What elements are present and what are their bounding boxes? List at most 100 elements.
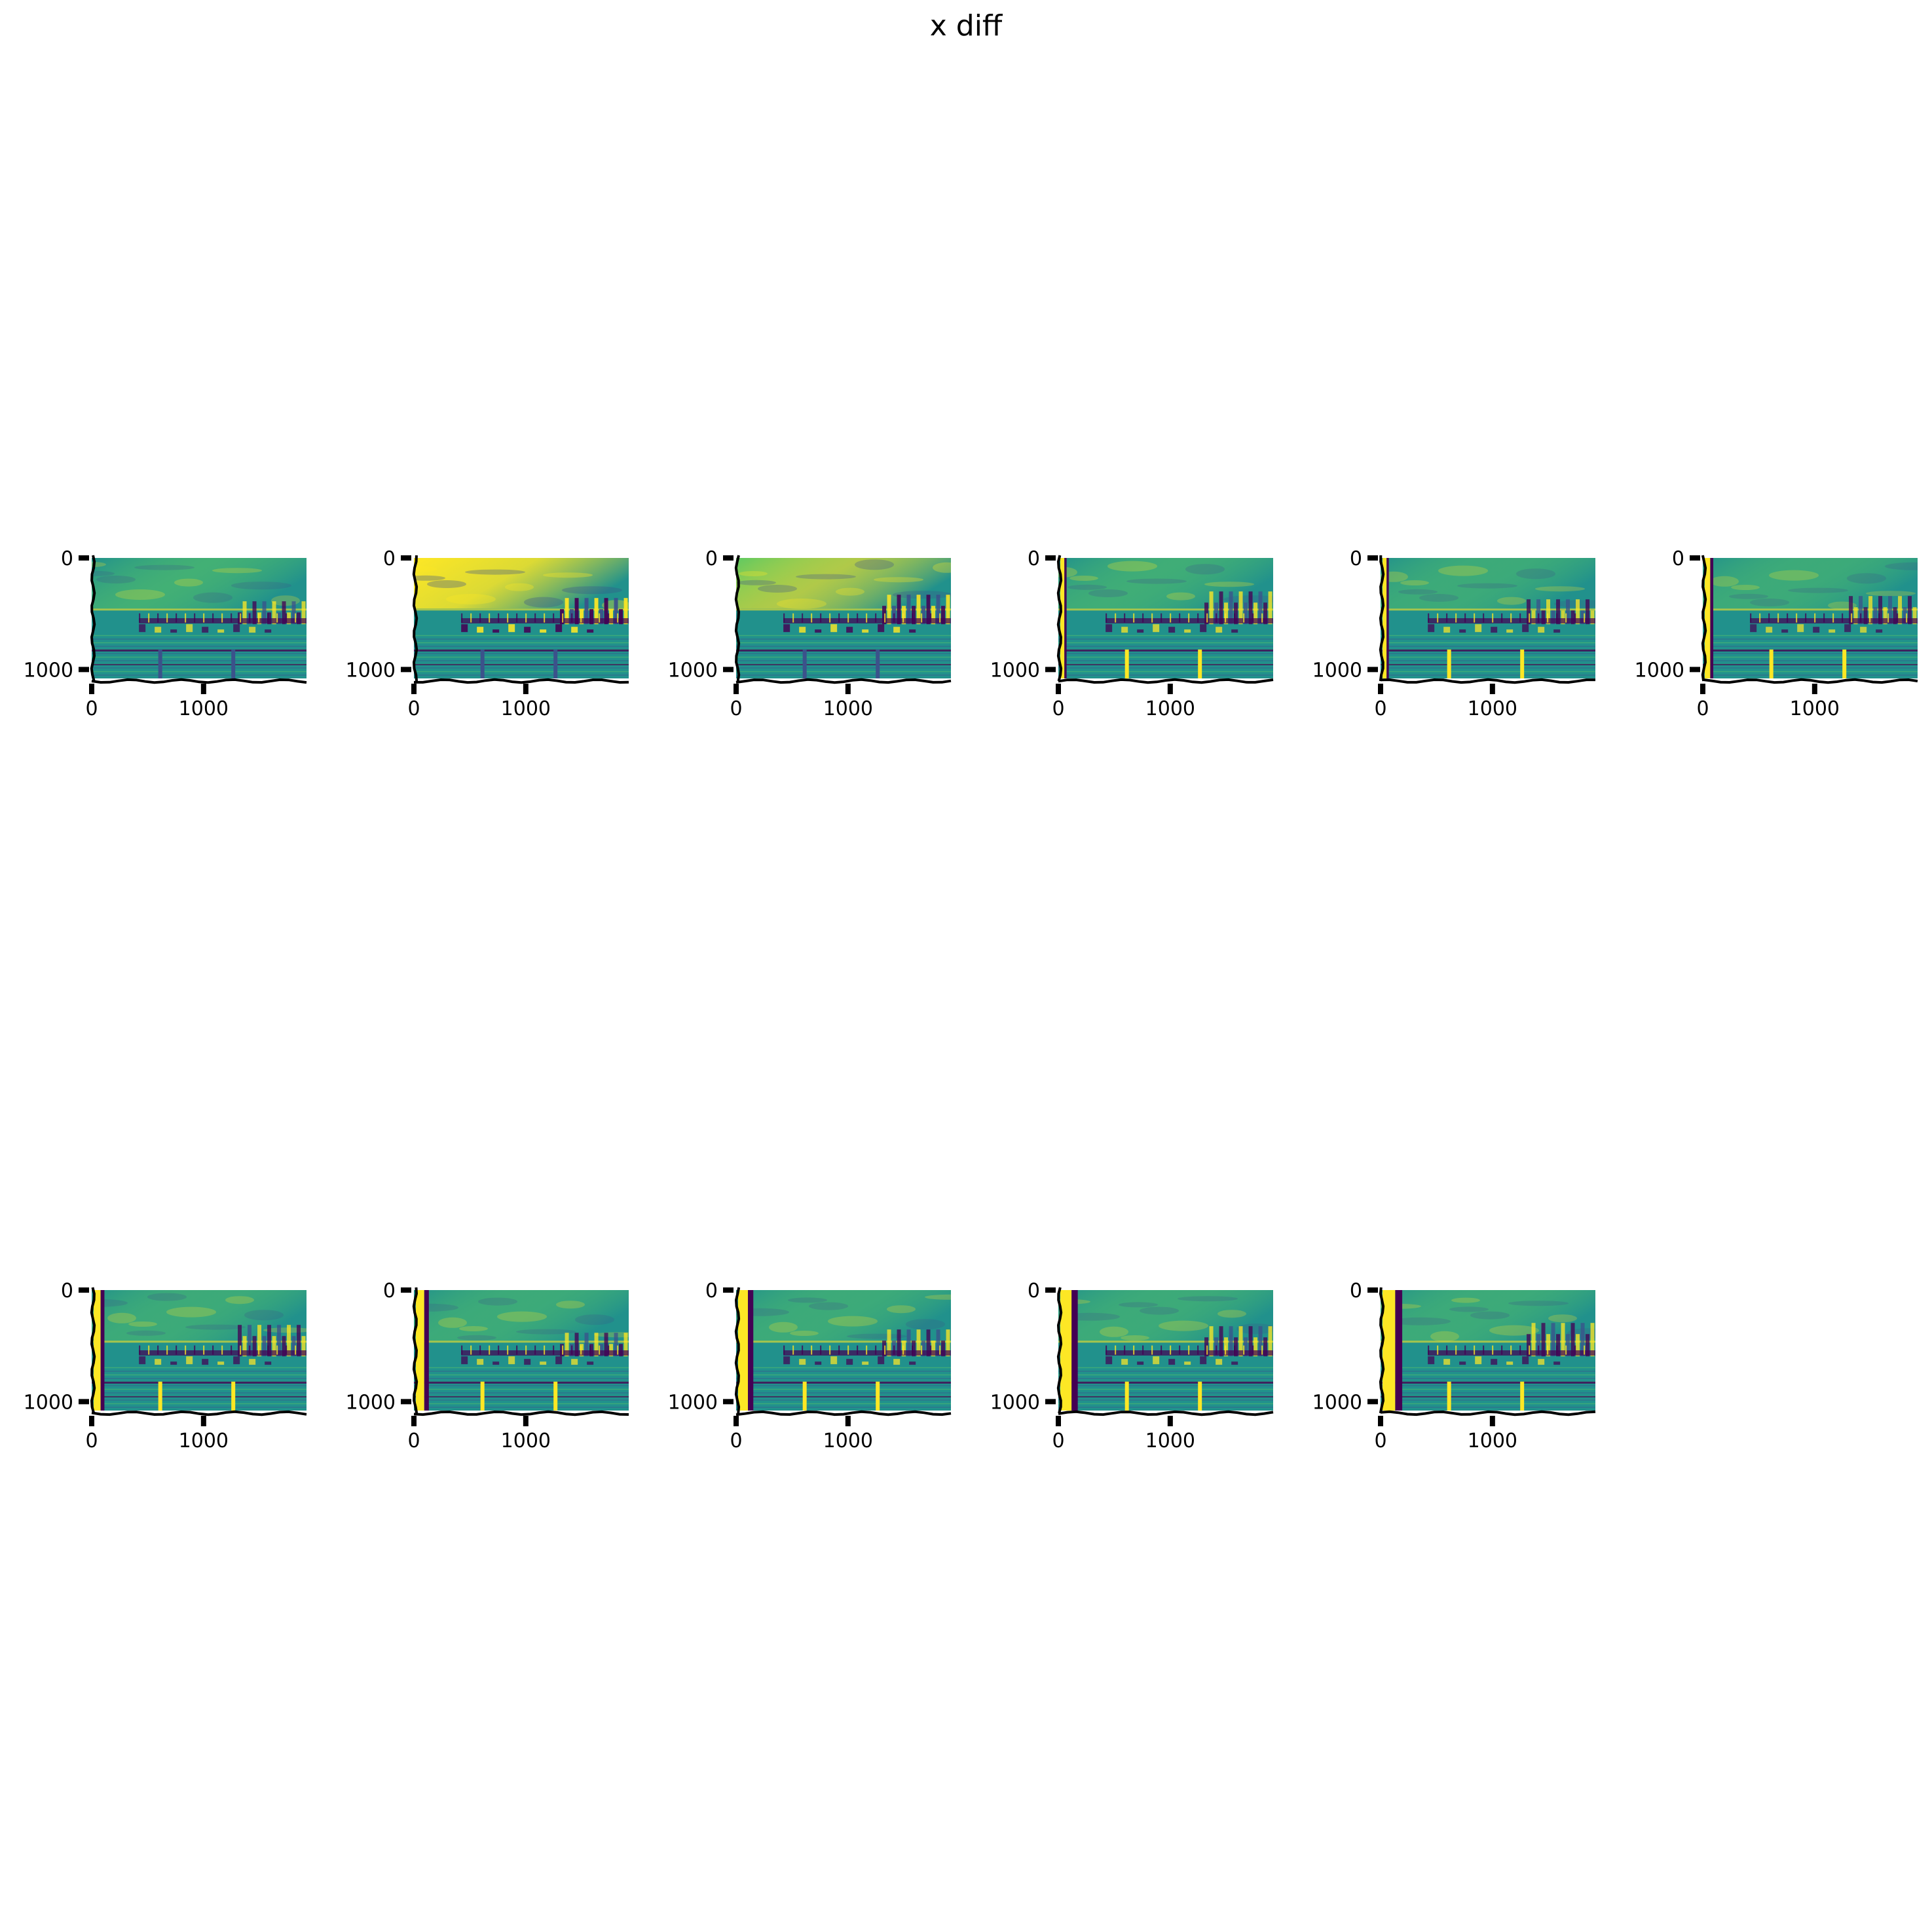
skyline-block [946, 595, 950, 625]
water-ripple [1703, 675, 1918, 676]
bridge-truss [1252, 613, 1254, 623]
edge-band-bright [738, 1290, 748, 1411]
cloud-streak [1516, 568, 1555, 580]
cloud-streak [543, 572, 593, 578]
bridge-truss [544, 1345, 546, 1355]
y-tick-mark [79, 555, 89, 561]
water-ripple [1703, 638, 1918, 640]
edge-band-dark [1395, 1290, 1403, 1411]
bridge-truss [1464, 1345, 1466, 1355]
skyline-block [287, 1325, 291, 1357]
cloud-streak [893, 591, 951, 599]
railing-post [1520, 1381, 1525, 1411]
water-ripple [1381, 638, 1595, 640]
skyline-block [301, 1336, 306, 1357]
railing-bar [736, 649, 951, 652]
bridge-truss [866, 1345, 868, 1355]
edge-band-bright [1060, 558, 1065, 678]
x-tick-mark [89, 684, 94, 694]
harbour-detail [1121, 627, 1128, 635]
y-axis-spine [1379, 555, 1385, 682]
railing-bar [1381, 1381, 1595, 1384]
cloud-streak [1217, 1310, 1246, 1318]
bridge-truss [1483, 1345, 1485, 1355]
cloud-streak [1885, 562, 1918, 570]
bridge-truss [1750, 613, 1752, 623]
bridge-truss [1501, 1345, 1503, 1355]
cloud-streak [1107, 561, 1157, 572]
horizon-line [414, 608, 629, 611]
skyline-block [1863, 607, 1868, 625]
water-ripple [414, 1385, 629, 1386]
bridge-truss [1428, 613, 1430, 623]
cloud-streak [438, 1317, 467, 1328]
harbour-detail [1200, 624, 1207, 633]
x-tick-label: 0 [1374, 1430, 1386, 1452]
bridge-truss [1225, 613, 1227, 623]
cloud-streak [147, 1293, 187, 1301]
cloud-streak [174, 578, 203, 587]
bridge-truss [1584, 613, 1586, 623]
bridge-truss [783, 613, 785, 623]
harbour-detail [1522, 1356, 1529, 1365]
cloud-streak [925, 1294, 951, 1300]
skyline-block [1556, 1334, 1561, 1357]
cloud-streak [1535, 586, 1585, 592]
cloud-streak [96, 576, 136, 583]
railing-bar [1381, 649, 1595, 652]
water-ripple [1381, 656, 1595, 658]
y-tick-label: 1000 [990, 1391, 1040, 1414]
x-tick-label: 0 [1052, 697, 1064, 720]
water-ripple [736, 1403, 951, 1405]
railing-bar [1381, 1395, 1595, 1397]
x-tick-mark [845, 684, 851, 694]
bridge-truss [571, 1345, 573, 1355]
cloud-streak [1769, 570, 1819, 581]
bridge-truss [1133, 1345, 1135, 1355]
bridge-truss [1777, 613, 1779, 623]
water-ripple [414, 642, 629, 644]
cloud-streak [1119, 1302, 1158, 1308]
cloud-streak [906, 1319, 945, 1330]
bridge-truss [1170, 1345, 1172, 1355]
cloud-streak [1068, 584, 1107, 590]
bridge-truss [1501, 613, 1503, 623]
water-ripple [1381, 1385, 1595, 1386]
skyline-block [926, 1329, 931, 1357]
bridge-truss [507, 613, 509, 623]
cloud-streak [497, 1311, 547, 1322]
skyline-block [1566, 1334, 1570, 1357]
horizon-line [1703, 608, 1918, 611]
skyline-block [1209, 591, 1214, 625]
bridge-truss [792, 613, 794, 623]
harbour-detail [555, 1356, 563, 1365]
water-ripple [92, 635, 307, 637]
edge-band-bright [1705, 558, 1711, 678]
harbour-detail [1750, 624, 1757, 633]
cloud-streak [737, 580, 776, 585]
water-ripple [1381, 671, 1595, 673]
water-ripple [1058, 1385, 1273, 1386]
image-1 [414, 558, 629, 678]
x-tick-label: 1000 [1468, 1430, 1517, 1452]
railing-post [802, 649, 807, 678]
harbour-detail [799, 627, 806, 635]
horizon-line [736, 608, 951, 611]
cloud-streak [790, 1331, 819, 1336]
x-axis-spine [91, 678, 307, 684]
skyline-block [1849, 596, 1853, 625]
railing-post [158, 649, 162, 678]
bridge-truss [1787, 613, 1789, 623]
y-tick-label: 1000 [346, 659, 396, 682]
y-tick-mark [79, 1399, 89, 1405]
bridge-truss [829, 613, 831, 623]
y-tick-label: 0 [61, 1280, 73, 1303]
skyline-block [604, 1333, 608, 1357]
skyline-block [614, 598, 618, 625]
water-ripple [92, 1403, 307, 1405]
cloud-streak [185, 1324, 246, 1330]
skyline-block [1219, 591, 1223, 625]
water-ripple [414, 653, 629, 654]
skyline-block [1873, 607, 1878, 625]
water-ripple [736, 653, 951, 654]
